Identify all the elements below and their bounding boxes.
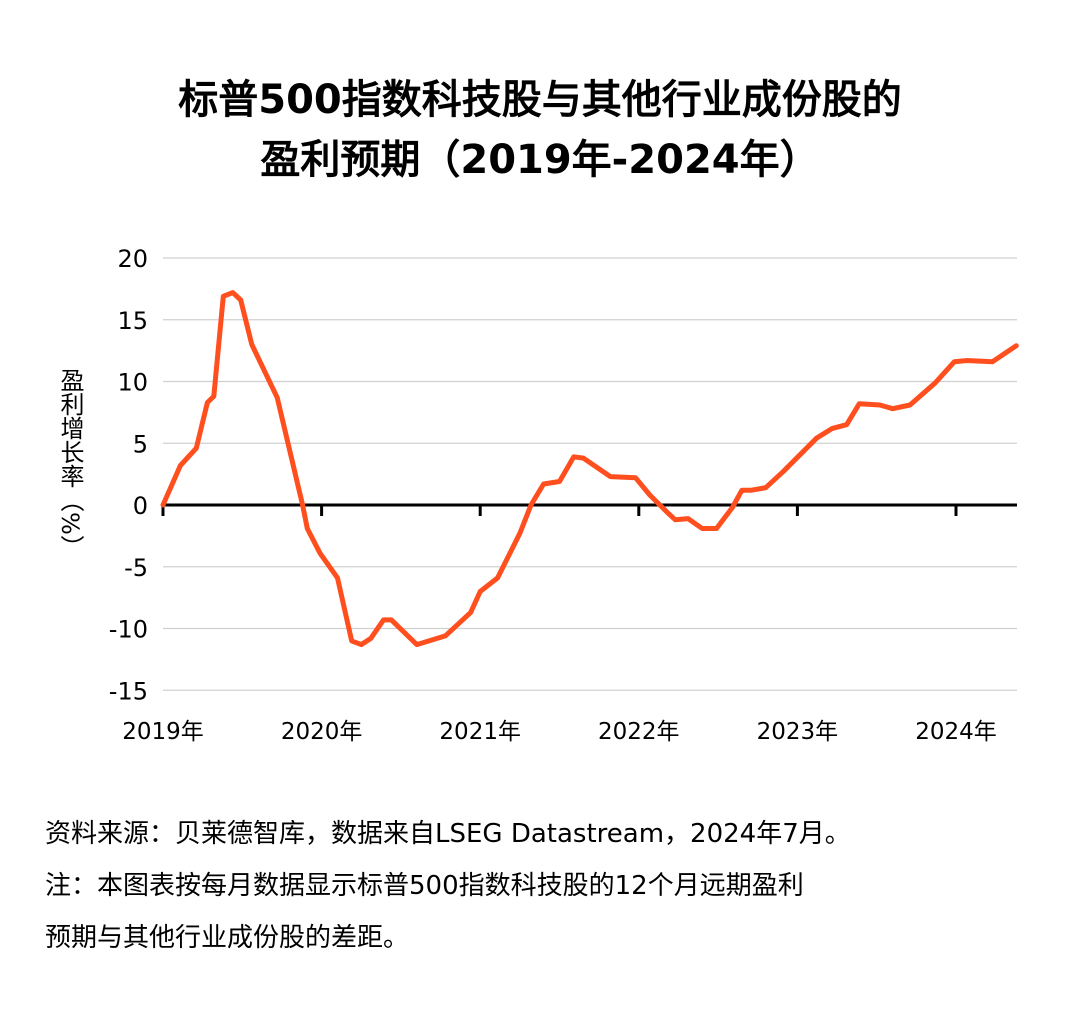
y-tick-label: 15 <box>117 307 148 335</box>
footnote-line-1: 注：本图表按每月数据显示标普500指数科技股的12个月远期盈利 <box>45 871 804 901</box>
series-line <box>160 290 1019 648</box>
x-tick-label: 2023年 <box>757 719 839 745</box>
y-axis-label: 盈利增长率（%） <box>56 368 84 559</box>
chart-title: 标普500指数科技股与其他行业成份股的 <box>178 77 902 123</box>
x-tick-label: 2019年 <box>122 719 204 745</box>
y-tick-label: -15 <box>109 677 148 705</box>
footnote-line-2: 预期与其他行业成份股的差距。 <box>45 923 410 953</box>
source-note: 资料来源：贝莱德智库，数据来自LSEG Datastream，2024年7月。 <box>45 819 851 849</box>
y-tick-label: 10 <box>117 369 148 397</box>
y-tick-label: -5 <box>124 554 148 582</box>
chart-title-line2: 盈利预期（2019年-2024年） <box>260 137 820 183</box>
x-tick-label: 2021年 <box>439 719 521 745</box>
y-tick-label: 20 <box>117 245 148 273</box>
y-tick-label: -10 <box>109 616 148 644</box>
x-tick-label: 2020年 <box>281 719 363 745</box>
x-tick-label: 2024年 <box>915 719 997 745</box>
y-tick-label: 0 <box>133 492 148 520</box>
x-tick-label: 2022年 <box>598 719 680 745</box>
y-tick-label: 5 <box>133 430 148 458</box>
